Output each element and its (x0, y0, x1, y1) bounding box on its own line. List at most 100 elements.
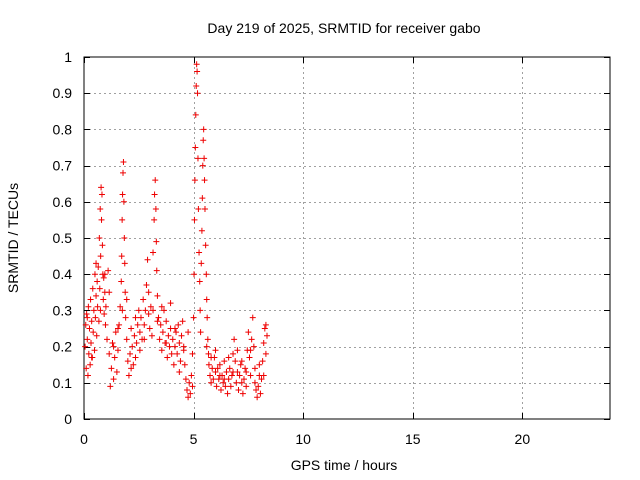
data-point (223, 368, 230, 375)
data-point (148, 332, 155, 339)
data-point (111, 354, 118, 361)
data-point (130, 361, 137, 368)
data-point (114, 325, 121, 332)
data-point (197, 329, 204, 336)
data-point (124, 358, 131, 365)
data-point (194, 68, 201, 75)
data-point (134, 321, 141, 328)
data-point (225, 354, 232, 361)
data-point (160, 307, 167, 314)
data-point (152, 206, 159, 213)
data-point (235, 387, 242, 394)
data-point (118, 278, 125, 285)
data-point (181, 361, 188, 368)
data-point (147, 303, 154, 310)
data-point (200, 126, 207, 133)
data-point (119, 216, 126, 223)
y-tick-label: 0 (64, 411, 72, 427)
data-point (193, 61, 200, 68)
data-point (173, 329, 180, 336)
data-point (224, 390, 231, 397)
data-point (123, 336, 130, 343)
data-point (155, 314, 162, 321)
data-point (264, 332, 271, 339)
data-point (141, 336, 148, 343)
data-point (120, 158, 127, 165)
data-point (191, 216, 198, 223)
data-point (261, 325, 268, 332)
data-point (97, 307, 104, 314)
data-point (245, 329, 252, 336)
data-point (189, 350, 196, 357)
data-point (190, 314, 197, 321)
data-point (140, 296, 147, 303)
data-point (220, 379, 227, 386)
data-point (176, 368, 183, 375)
data-point (201, 155, 208, 162)
data-point (132, 314, 139, 321)
data-point (87, 296, 94, 303)
data-point (151, 216, 158, 223)
data-point (150, 249, 157, 256)
data-point (95, 263, 102, 270)
data-point (159, 329, 166, 336)
data-point (91, 347, 98, 354)
data-point (93, 332, 100, 339)
data-point (170, 361, 177, 368)
data-point (104, 336, 111, 343)
data-point (146, 325, 153, 332)
data-point (230, 368, 237, 375)
data-point (151, 191, 158, 198)
y-tick-label: 0.7 (53, 158, 73, 174)
data-point (98, 184, 105, 191)
data-point (97, 253, 104, 260)
data-point (213, 383, 220, 390)
data-point (119, 191, 126, 198)
data-point (88, 339, 95, 346)
data-point (93, 260, 100, 267)
data-point (119, 307, 126, 314)
data-point (125, 372, 132, 379)
data-point (240, 376, 247, 383)
data-point (210, 376, 217, 383)
data-point (128, 365, 135, 372)
data-point (122, 289, 129, 296)
data-point (86, 325, 93, 332)
data-point (237, 361, 244, 368)
data-point (196, 278, 203, 285)
data-point (85, 303, 92, 310)
data-points (82, 61, 271, 401)
data-point (232, 358, 239, 365)
data-point (109, 339, 116, 346)
data-point (251, 379, 258, 386)
data-point (84, 314, 91, 321)
data-point (233, 379, 240, 386)
data-point (106, 350, 113, 357)
data-point (117, 303, 124, 310)
data-point (203, 296, 210, 303)
data-point (251, 365, 258, 372)
data-point (116, 321, 123, 328)
data-point (214, 365, 221, 372)
data-point (88, 318, 95, 325)
data-point (122, 314, 129, 321)
data-point (196, 249, 203, 256)
data-point (123, 296, 130, 303)
data-point (216, 361, 223, 368)
data-point (243, 383, 250, 390)
data-point (120, 169, 127, 176)
data-point (202, 242, 209, 249)
data-point (167, 300, 174, 307)
data-point (142, 307, 149, 314)
x-axis-label: GPS time / hours (291, 457, 398, 473)
data-point (238, 379, 245, 386)
data-point (236, 372, 243, 379)
x-tick-label: 0 (80, 431, 88, 447)
data-point (83, 365, 90, 372)
data-point (208, 354, 215, 361)
data-point (205, 361, 212, 368)
data-point (258, 376, 265, 383)
data-point (192, 111, 199, 118)
data-point (93, 292, 100, 299)
